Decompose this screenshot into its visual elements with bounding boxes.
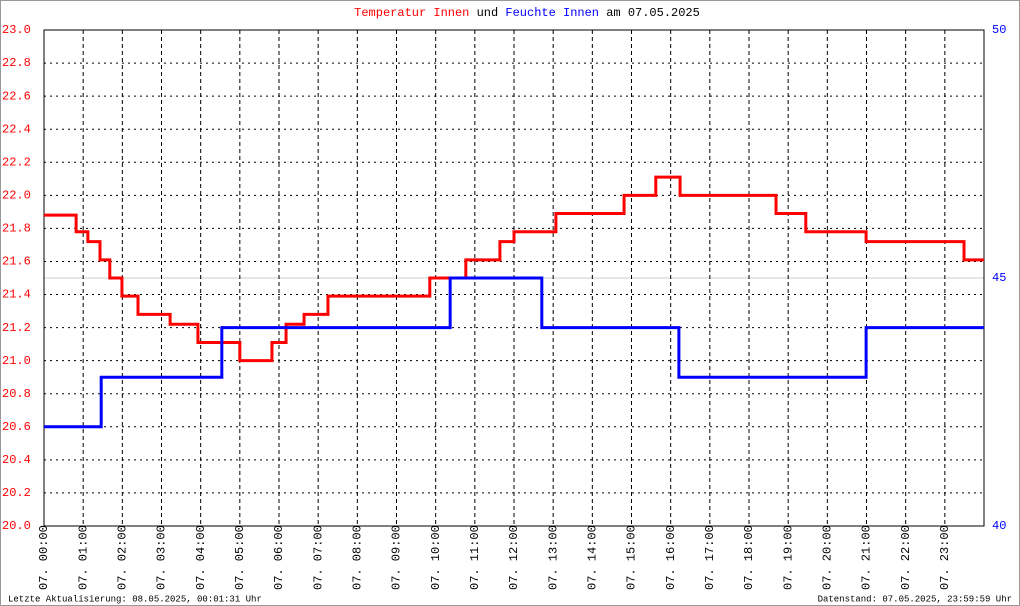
- x-tick-label: 07. 22:00: [899, 525, 913, 590]
- x-tick-label: 07. 07:00: [311, 525, 325, 590]
- x-tick-label: 07. 00:00: [37, 525, 51, 590]
- x-tick-label: 07. 17:00: [703, 525, 717, 590]
- x-tick-label: 07. 02:00: [116, 525, 130, 590]
- y-tick-label: 22.0: [2, 189, 31, 203]
- title-suffix: am 07.05.2025: [606, 6, 700, 20]
- x-tick-label: 07. 21:00: [860, 525, 874, 590]
- y-tick-label: 20.8: [2, 387, 31, 401]
- y-tick-label: 21.2: [2, 321, 31, 335]
- y-tick-label: 22.2: [2, 155, 31, 169]
- y2-tick-label: 45: [992, 271, 1006, 285]
- x-tick-label: 07. 16:00: [664, 525, 678, 590]
- y-tick-label: 21.8: [2, 222, 31, 236]
- plot-frame: [43, 29, 985, 527]
- y-tick-label: 21.4: [2, 288, 31, 302]
- x-tick-label: 07. 23:00: [938, 525, 952, 590]
- x-tick-label: 07. 19:00: [781, 525, 795, 590]
- y-tick-label: 21.0: [2, 354, 31, 368]
- x-tick-label: 07. 05:00: [233, 525, 247, 590]
- x-tick-label: 07. 14:00: [586, 525, 600, 590]
- y-tick-label: 20.6: [2, 420, 31, 434]
- x-tick-label: 07. 01:00: [76, 525, 90, 590]
- x-tick-label: 07. 08:00: [351, 525, 365, 590]
- x-tick-label: 07. 20:00: [821, 525, 835, 590]
- x-tick-label: 07. 06:00: [272, 525, 286, 590]
- chart-title: Temperatur Innen und Feuchte Innen am 07…: [354, 6, 700, 20]
- y-tick-label: 22.8: [2, 56, 31, 70]
- x-tick-label: 07. 10:00: [429, 525, 443, 590]
- x-tick-label: 07. 13:00: [546, 525, 560, 590]
- y-tick-label: 22.6: [2, 89, 31, 103]
- x-tick-label: 07. 03:00: [155, 525, 169, 590]
- x-tick-label: 07. 12:00: [507, 525, 521, 590]
- series-line: [44, 175, 984, 363]
- title-series-2: Feuchte Innen: [505, 6, 599, 20]
- y2-tick-label: 50: [992, 23, 1006, 37]
- y-tick-label: 20.2: [2, 486, 31, 500]
- y-tick-label: 23.0: [2, 23, 31, 37]
- footer-right: Datenstand: 07.05.2025, 23:59:59 Uhr: [818, 594, 1012, 604]
- y2-tick-label: 40: [992, 519, 1006, 533]
- series-line: [44, 276, 984, 429]
- x-tick-label: 07. 18:00: [742, 525, 756, 590]
- x-tick-label: 07. 09:00: [390, 525, 404, 590]
- x-tick-label: 07. 15:00: [625, 525, 639, 590]
- x-tick-label: 07. 04:00: [194, 525, 208, 590]
- y-tick-label: 20.4: [2, 453, 31, 467]
- y-tick-label: 22.4: [2, 122, 31, 136]
- title-connector: und: [477, 6, 499, 20]
- y-tick-label: 20.0: [2, 519, 31, 533]
- footer-left: Letzte Aktualisierung: 08.05.2025, 00:01…: [8, 594, 262, 604]
- y-tick-label: 21.6: [2, 255, 31, 269]
- x-tick-label: 07. 11:00: [468, 525, 482, 590]
- title-series-1: Temperatur Innen: [354, 6, 469, 20]
